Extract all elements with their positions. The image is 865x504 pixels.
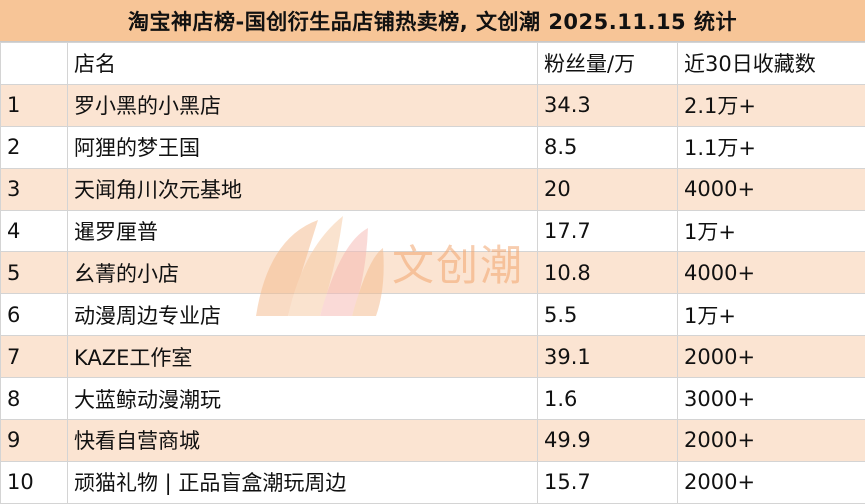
table-row: 7 KAZE工作室 39.1 2000+ xyxy=(1,336,865,378)
shop-name-cell: 幺菁的小店 xyxy=(68,252,538,294)
shop-name-cell: 快看自营商城 xyxy=(68,420,538,462)
fans-cell: 17.7 xyxy=(538,210,678,252)
ranking-table: 店名 粉丝量/万 近30日收藏数 1 罗小黑的小黑店 34.3 2.1万+ 2 … xyxy=(0,42,865,504)
shop-name-cell: 天闻角川次元基地 xyxy=(68,168,538,210)
table-row: 8 大蓝鲸动漫潮玩 1.6 3000+ xyxy=(1,378,865,420)
header-rank xyxy=(1,43,68,85)
rank-cell: 7 xyxy=(1,336,68,378)
table-row: 5 幺菁的小店 10.8 4000+ xyxy=(1,252,865,294)
header-row: 店名 粉丝量/万 近30日收藏数 xyxy=(1,43,865,85)
shop-name-cell: 顽猫礼物 | 正品盲盒潮玩周边 xyxy=(68,461,538,503)
page-title: 淘宝神店榜-国创衍生品店铺热卖榜, 文创潮 2025.11.15 统计 xyxy=(0,0,865,42)
favorites-cell: 2.1万+ xyxy=(678,84,865,126)
favorites-cell: 2000+ xyxy=(678,420,865,462)
favorites-cell: 1万+ xyxy=(678,294,865,336)
shop-name-cell: 大蓝鲸动漫潮玩 xyxy=(68,378,538,420)
favorites-cell: 2000+ xyxy=(678,336,865,378)
fans-cell: 34.3 xyxy=(538,84,678,126)
fans-cell: 5.5 xyxy=(538,294,678,336)
favorites-cell: 4000+ xyxy=(678,252,865,294)
favorites-cell: 3000+ xyxy=(678,378,865,420)
rank-cell: 9 xyxy=(1,420,68,462)
fans-cell: 39.1 xyxy=(538,336,678,378)
shop-name-cell: 暹罗厘普 xyxy=(68,210,538,252)
shop-name-cell: 罗小黑的小黑店 xyxy=(68,84,538,126)
shop-name-cell: 动漫周边专业店 xyxy=(68,294,538,336)
fans-cell: 15.7 xyxy=(538,461,678,503)
fans-cell: 8.5 xyxy=(538,126,678,168)
fans-cell: 10.8 xyxy=(538,252,678,294)
table-row: 1 罗小黑的小黑店 34.3 2.1万+ xyxy=(1,84,865,126)
favorites-cell: 2000+ xyxy=(678,461,865,503)
table-row: 9 快看自营商城 49.9 2000+ xyxy=(1,420,865,462)
shop-name-cell: 阿狸的梦王国 xyxy=(68,126,538,168)
shop-name-cell: KAZE工作室 xyxy=(68,336,538,378)
table-row: 4 暹罗厘普 17.7 1万+ xyxy=(1,210,865,252)
rank-cell: 3 xyxy=(1,168,68,210)
rank-cell: 2 xyxy=(1,126,68,168)
favorites-cell: 4000+ xyxy=(678,168,865,210)
favorites-cell: 1万+ xyxy=(678,210,865,252)
header-shop-name: 店名 xyxy=(68,43,538,85)
fans-cell: 1.6 xyxy=(538,378,678,420)
header-favorites: 近30日收藏数 xyxy=(678,43,865,85)
fans-cell: 20 xyxy=(538,168,678,210)
header-fans: 粉丝量/万 xyxy=(538,43,678,85)
rank-cell: 10 xyxy=(1,461,68,503)
table-row: 10 顽猫礼物 | 正品盲盒潮玩周边 15.7 2000+ xyxy=(1,461,865,503)
table-row: 3 天闻角川次元基地 20 4000+ xyxy=(1,168,865,210)
rank-cell: 6 xyxy=(1,294,68,336)
favorites-cell: 1.1万+ xyxy=(678,126,865,168)
rank-cell: 5 xyxy=(1,252,68,294)
rank-cell: 1 xyxy=(1,84,68,126)
fans-cell: 49.9 xyxy=(538,420,678,462)
table-row: 2 阿狸的梦王国 8.5 1.1万+ xyxy=(1,126,865,168)
rank-cell: 4 xyxy=(1,210,68,252)
table-row: 6 动漫周边专业店 5.5 1万+ xyxy=(1,294,865,336)
rank-cell: 8 xyxy=(1,378,68,420)
